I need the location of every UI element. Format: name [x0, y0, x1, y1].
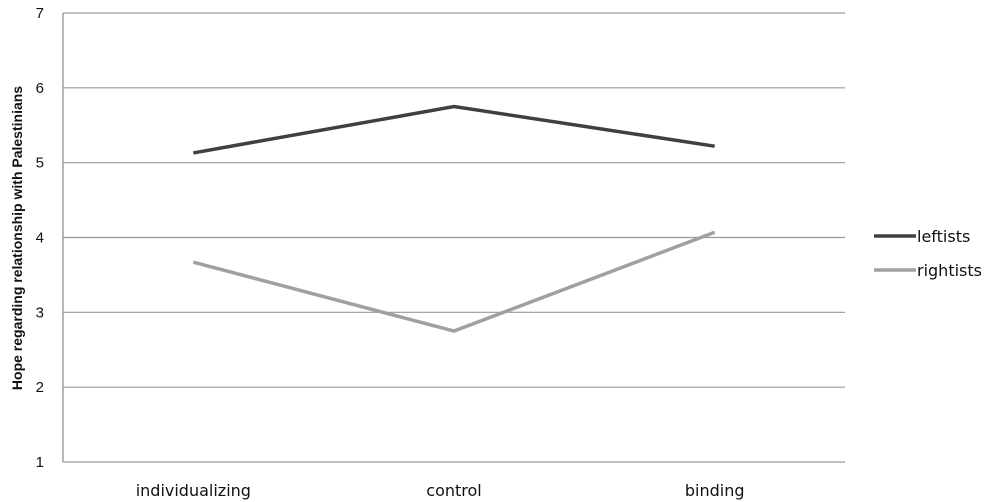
- y-tick-label: 1: [36, 454, 44, 471]
- series-lines: [192, 104, 716, 333]
- x-tick-label: binding: [685, 481, 745, 500]
- y-tick-label: 3: [36, 304, 44, 321]
- series-line-leftists: [193, 104, 715, 155]
- y-tick-label: 6: [36, 80, 44, 97]
- y-tick-labels: 1 2 3 4 5 6 7: [36, 5, 44, 471]
- x-tick-label: individualizing: [136, 481, 251, 500]
- legend-label-leftists: leftists: [917, 227, 970, 246]
- legend-label-rightists: rightists: [917, 261, 982, 280]
- series-line-rightists: [192, 230, 716, 333]
- y-tick-label: 4: [36, 230, 44, 247]
- legend: leftists rightists: [874, 227, 982, 280]
- y-tick-label: 5: [36, 155, 44, 172]
- gridlines: [63, 12, 845, 463]
- x-tick-labels: individualizing control binding: [136, 481, 745, 500]
- y-tick-label: 7: [36, 5, 44, 22]
- y-tick-label: 2: [36, 379, 44, 396]
- x-tick-label: control: [426, 481, 481, 500]
- y-axis-label: Hope regarding relationship with Palesti…: [9, 86, 25, 390]
